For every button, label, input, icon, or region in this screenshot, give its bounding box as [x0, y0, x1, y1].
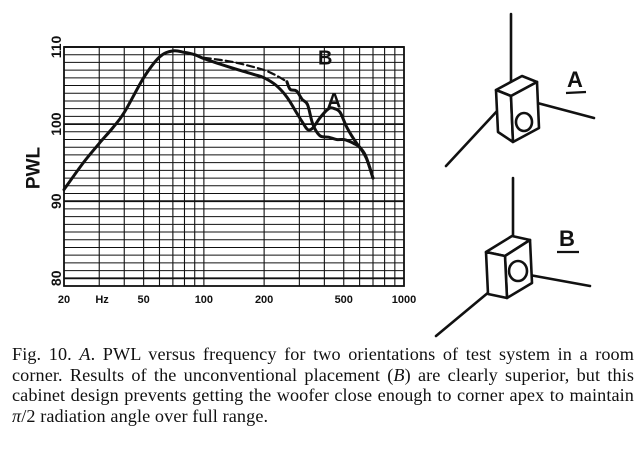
series-annotation-b: B — [318, 47, 332, 69]
chart-series — [62, 49, 375, 192]
chart-frame — [63, 46, 405, 287]
y-tick-label: 110 — [48, 35, 64, 58]
chart-axes — [63, 46, 405, 287]
x-tick-label: 1000 — [392, 294, 416, 306]
y-axis-label: PWL — [24, 147, 45, 190]
series-line-b-2 — [285, 80, 375, 180]
woofer-b — [507, 259, 529, 283]
diagram-label-a: A — [567, 67, 583, 92]
chart-labels: 20 50 100 200 500 1000 Hz 80 90 100 110 PWL AB — [24, 35, 417, 306]
x-unit-label: Hz — [95, 294, 109, 306]
series-line-a-0 — [62, 49, 375, 192]
x-tick-label: 50 — [138, 294, 150, 306]
x-tick-label: 500 — [335, 294, 353, 306]
x-tick-label: 200 — [255, 294, 273, 306]
cabinet-diagram-a — [444, 12, 596, 168]
diagram-label-b: B — [559, 226, 575, 251]
cabinet-front-b — [484, 250, 509, 300]
y-tick-label: 100 — [48, 112, 64, 136]
y-tick-label: 90 — [48, 193, 64, 209]
cabinet-diagram-b — [434, 176, 592, 338]
series-annotation-a: A — [327, 90, 341, 112]
caption-text: A. PWL versus frequency for two orientat… — [12, 344, 634, 426]
figure-number: Fig. 10. — [12, 344, 72, 364]
y-tick-label: 80 — [48, 270, 64, 286]
series-line-b-1 — [202, 56, 288, 83]
chart-grid — [63, 46, 405, 287]
x-tick-label: 100 — [195, 294, 213, 306]
figure-caption: Fig. 10. A. PWL versus frequency for two… — [12, 344, 634, 426]
woofer-a — [514, 111, 534, 133]
figure: 20 50 100 200 500 1000 Hz 80 90 100 110 PWL A B A B — [24, 12, 596, 338]
diagram-label-a-underline — [565, 90, 587, 95]
x-tick-label: 20 — [58, 294, 70, 306]
